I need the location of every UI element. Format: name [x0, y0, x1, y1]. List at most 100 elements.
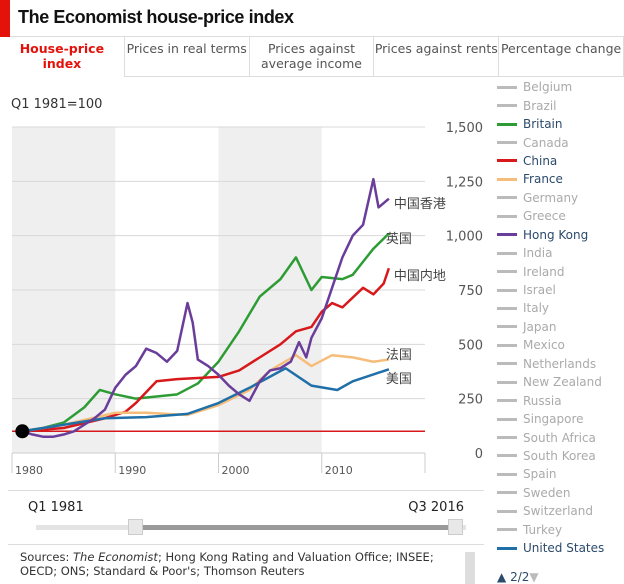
- title-bar: The Economist house-price index: [0, 0, 624, 37]
- legend-item[interactable]: Ireland: [497, 262, 624, 280]
- legend-label: France: [523, 172, 563, 187]
- legend-swatch: [497, 343, 517, 347]
- legend-item[interactable]: Singapore: [497, 410, 624, 428]
- slider-start-label: Q1 1981: [28, 500, 84, 515]
- legend-item[interactable]: Britain: [497, 115, 624, 133]
- legend-swatch: [497, 380, 517, 384]
- y-tick-label: 1,250: [446, 175, 483, 190]
- tab-2[interactable]: Prices against average income: [249, 37, 375, 77]
- series-label: 英国: [386, 232, 412, 247]
- page-up-icon[interactable]: ▲: [497, 570, 507, 584]
- tab-3[interactable]: Prices against rents: [374, 37, 500, 77]
- x-tick-label: 2010: [325, 464, 353, 477]
- legend-swatch: [497, 491, 517, 495]
- legend-swatch: [497, 454, 517, 458]
- legend-item[interactable]: Sweden: [497, 484, 624, 502]
- unit-label: Q1 1981=100: [11, 97, 103, 112]
- sources-text: ; Hong Kong Rating and Valuation Office;…: [20, 550, 434, 578]
- sources-note: Sources: The Economist; Hong Kong Rating…: [8, 546, 484, 584]
- tab-1[interactable]: Prices in real terms: [124, 37, 250, 77]
- legend-swatch: [497, 104, 517, 108]
- legend-swatch: [497, 122, 517, 126]
- legend-swatch: [497, 306, 517, 310]
- legend-item[interactable]: South Africa: [497, 428, 624, 446]
- slider-end-label: Q3 2016: [408, 500, 464, 515]
- legend-label: India: [523, 246, 553, 261]
- legend-item[interactable]: Russia: [497, 391, 624, 409]
- series-label: 中国内地: [394, 268, 446, 284]
- legend-item[interactable]: India: [497, 244, 624, 262]
- x-tick-label: 1990: [118, 464, 146, 477]
- legend-item[interactable]: China: [497, 152, 624, 170]
- legend-item[interactable]: Turkey: [497, 521, 624, 539]
- slider-end-handle[interactable]: [448, 519, 463, 535]
- legend-swatch: [497, 399, 517, 403]
- legend-swatch: [497, 177, 517, 181]
- legend-label: Mexico: [523, 338, 565, 353]
- legend-item[interactable]: United States: [497, 539, 624, 557]
- legend-label: Singapore: [523, 412, 584, 427]
- legend-label: Hong Kong: [523, 227, 589, 242]
- sources-scrollbar[interactable]: [465, 552, 475, 584]
- legend-item[interactable]: Israel: [497, 281, 624, 299]
- legend-item[interactable]: Belgium: [497, 78, 624, 96]
- legend-item[interactable]: Canada: [497, 133, 624, 151]
- legend-label: Brazil: [523, 98, 557, 113]
- legend-label: Greece: [523, 209, 566, 224]
- legend-label: South Africa: [523, 430, 596, 445]
- legend-item[interactable]: New Zealand: [497, 373, 624, 391]
- legend-swatch: [497, 251, 517, 255]
- slider-range: [143, 525, 461, 530]
- legend-label: Switzerland: [523, 504, 593, 519]
- legend-item[interactable]: Greece: [497, 207, 624, 225]
- sources-italic: The Economist: [73, 550, 158, 564]
- page-title: The Economist house-price index: [18, 7, 294, 27]
- series-line: [22, 267, 391, 433]
- legend-item[interactable]: Spain: [497, 465, 624, 483]
- page-down-icon[interactable]: ▼: [529, 570, 539, 584]
- legend-item[interactable]: Italy: [497, 299, 624, 317]
- legend-label: Japan: [523, 319, 557, 334]
- series-label: 中国香港: [394, 197, 446, 212]
- legend-swatch: [497, 472, 517, 476]
- y-tick-label: 250: [458, 393, 483, 408]
- legend-swatch: [497, 196, 517, 200]
- slider-start-handle[interactable]: [128, 519, 143, 535]
- tab-4[interactable]: Percentage change: [499, 37, 624, 77]
- legend-label: Italy: [523, 301, 550, 316]
- legend-swatch: [497, 325, 517, 329]
- legend-label: Netherlands: [523, 356, 597, 371]
- tab-0[interactable]: House-price index: [0, 37, 125, 77]
- legend-swatch: [497, 85, 517, 89]
- legend-item[interactable]: Japan: [497, 318, 624, 336]
- legend-item[interactable]: Brazil: [497, 96, 624, 114]
- legend-item[interactable]: Switzerland: [497, 502, 624, 520]
- line-chart: 0 250 500 750 1,000 1,250 1,500 1980 1990 2000 201…: [11, 121, 483, 477]
- y-tick-label: 1,500: [446, 121, 483, 136]
- legend-pager: ▲ 2/2▼: [497, 570, 539, 584]
- legend: Belgium Brazil Britain Canada China France Ger…: [497, 78, 624, 557]
- legend-label: China: [523, 153, 558, 168]
- legend-label: Spain: [523, 467, 557, 482]
- legend-item[interactable]: South Korea: [497, 447, 624, 465]
- page-indicator: 2/2: [510, 570, 530, 584]
- legend-item[interactable]: Hong Kong: [497, 226, 624, 244]
- legend-label: Belgium: [523, 80, 573, 95]
- legend-swatch: [497, 270, 517, 274]
- legend-swatch: [497, 214, 517, 218]
- start-point-marker: [15, 424, 30, 439]
- legend-label: Turkey: [523, 522, 563, 537]
- x-tick-label: 1980: [15, 464, 43, 477]
- legend-swatch: [497, 141, 517, 145]
- series-label: 美国: [386, 372, 412, 387]
- legend-item[interactable]: Netherlands: [497, 355, 624, 373]
- legend-item[interactable]: France: [497, 170, 624, 188]
- x-tick-label: 2000: [222, 464, 250, 477]
- legend-swatch: [497, 528, 517, 532]
- legend-item[interactable]: Germany: [497, 189, 624, 207]
- legend-item[interactable]: Mexico: [497, 336, 624, 354]
- brand-bar: [0, 0, 10, 37]
- legend-swatch: [497, 288, 517, 292]
- y-tick-label: 0: [475, 447, 483, 462]
- series-line: [22, 366, 390, 433]
